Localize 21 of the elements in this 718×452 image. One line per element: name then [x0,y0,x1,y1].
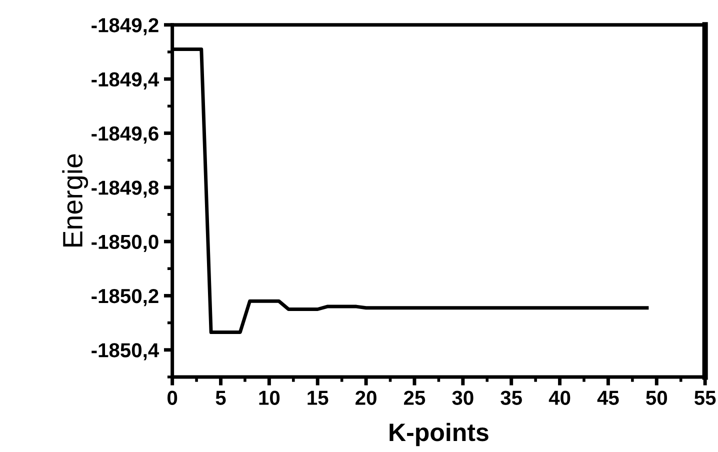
x-tick-label: 55 [694,390,716,405]
x-tick-label: 30 [452,390,474,405]
x-axis-title: K-points [390,422,488,446]
y-tick-label: -1849,8 [92,180,159,198]
x-tick-label: 25 [404,390,426,405]
x-tick-label: 10 [259,390,280,405]
y-tick-label: -1849,4 [92,72,160,90]
x-tick-label: 15 [308,390,328,405]
y-tick-label: -1850,0 [92,234,158,252]
x-tick-label: 35 [500,390,522,405]
x-tick-label: 40 [548,390,570,405]
x-tick-label: 45 [597,390,619,405]
y-tick-label: -1850,2 [92,288,158,306]
x-tick-label: 5 [216,390,226,405]
y-axis-title: Energie [62,154,88,247]
y-tick-label: -1849,6 [92,126,158,144]
y-tick-label: -1849,2 [92,18,158,36]
y-tick-label: -1850,4 [92,343,160,360]
x-tick-label: 50 [646,390,668,405]
x-tick-label: 0 [168,390,178,405]
x-tick-label: 20 [356,390,376,405]
